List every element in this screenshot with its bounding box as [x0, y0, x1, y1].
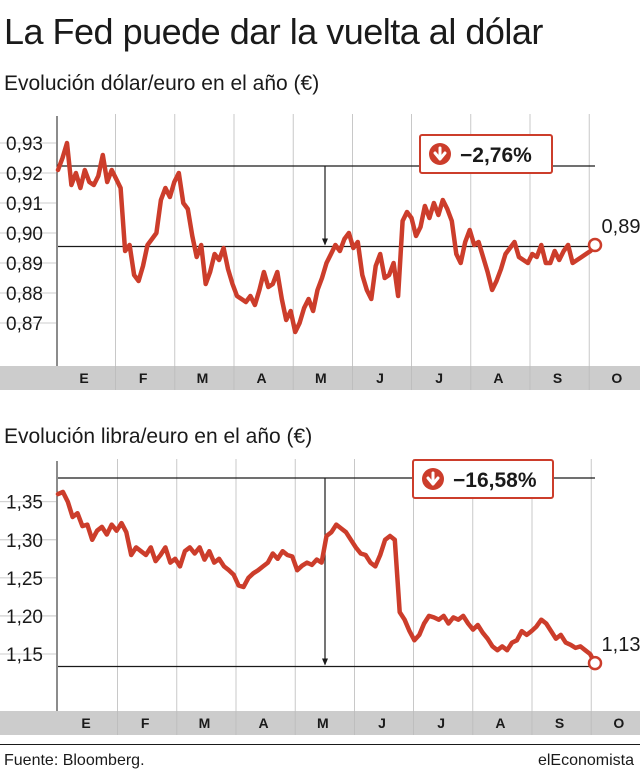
month-tick-label: F	[141, 715, 150, 731]
y-tick-label: 0,91	[6, 194, 43, 215]
end-value-label: 1,13	[602, 634, 640, 656]
month-axis-band	[0, 366, 640, 390]
month-tick-label: M	[317, 715, 329, 731]
y-tick-label: 1,30	[6, 531, 43, 552]
y-tick-label: 0,89	[6, 254, 43, 275]
month-tick-label: A	[259, 715, 269, 731]
change-arrowhead	[322, 238, 328, 246]
y-tick-label: 0,88	[6, 284, 43, 305]
footer-divider	[0, 744, 640, 745]
month-tick-label: A	[493, 370, 503, 386]
change-badge	[412, 459, 554, 499]
month-tick-label: S	[553, 370, 562, 386]
source-note: Fuente: Bloomberg.	[4, 752, 145, 769]
end-point-marker	[587, 655, 603, 671]
down-arrow-glyph	[426, 471, 440, 486]
month-tick-label: J	[435, 370, 443, 386]
chart-2-subtitle: Evolución libra/euro en el año (€)	[4, 425, 313, 448]
month-tick-label: J	[437, 715, 445, 731]
month-tick-label: E	[79, 370, 88, 386]
end-value-label: 0,89	[602, 216, 640, 238]
change-arrowhead	[322, 658, 328, 666]
series-line	[55, 140, 598, 335]
y-tick-label: 0,92	[6, 164, 43, 185]
month-tick-label: J	[376, 370, 384, 386]
gbp-eur-chart: E F M A M J J A S O 1,35 1,30 1,25 1,20 1,15 1,13 −16,58…	[0, 459, 640, 735]
y-tick-label: 1,25	[6, 569, 43, 590]
month-tick-label: J	[378, 715, 386, 731]
month-tick-label: O	[611, 370, 622, 386]
month-tick-label: E	[81, 715, 90, 731]
month-axis-band	[0, 711, 640, 735]
month-tick-label: M	[199, 715, 211, 731]
y-tick-label: 0,90	[6, 224, 43, 245]
series-line	[55, 489, 598, 666]
month-tick-label: O	[613, 715, 624, 731]
y-tick-label: 0,87	[6, 314, 43, 335]
chart-1-subtitle: Evolución dólar/euro en el año (€)	[4, 72, 320, 95]
usd-eur-chart: E F M A M J J A S O 0,93 0,92 0,91 0,90 0,89 0,88 0,87 0,…	[0, 114, 640, 390]
y-tick-label: 1,15	[6, 645, 43, 666]
end-point-marker	[587, 237, 603, 253]
month-tick-label: A	[257, 370, 267, 386]
y-tick-label: 0,93	[6, 134, 43, 155]
y-tick-label: 1,35	[6, 493, 43, 514]
y-tick-label: 1,20	[6, 607, 43, 628]
brand-logo: elEconomista	[537, 752, 634, 769]
month-tick-label: F	[139, 370, 148, 386]
change-badge-text: −2,76%	[460, 144, 532, 167]
month-tick-label: M	[197, 370, 209, 386]
month-tick-label: M	[315, 370, 327, 386]
change-badge	[419, 134, 553, 174]
month-tick-label: A	[495, 715, 505, 731]
month-tick-label: S	[555, 715, 564, 731]
page-title: La Fed puede dar la vuelta al dólar	[4, 11, 543, 52]
down-arrow-glyph	[433, 146, 447, 161]
change-badge-text: −16,58%	[453, 469, 537, 492]
